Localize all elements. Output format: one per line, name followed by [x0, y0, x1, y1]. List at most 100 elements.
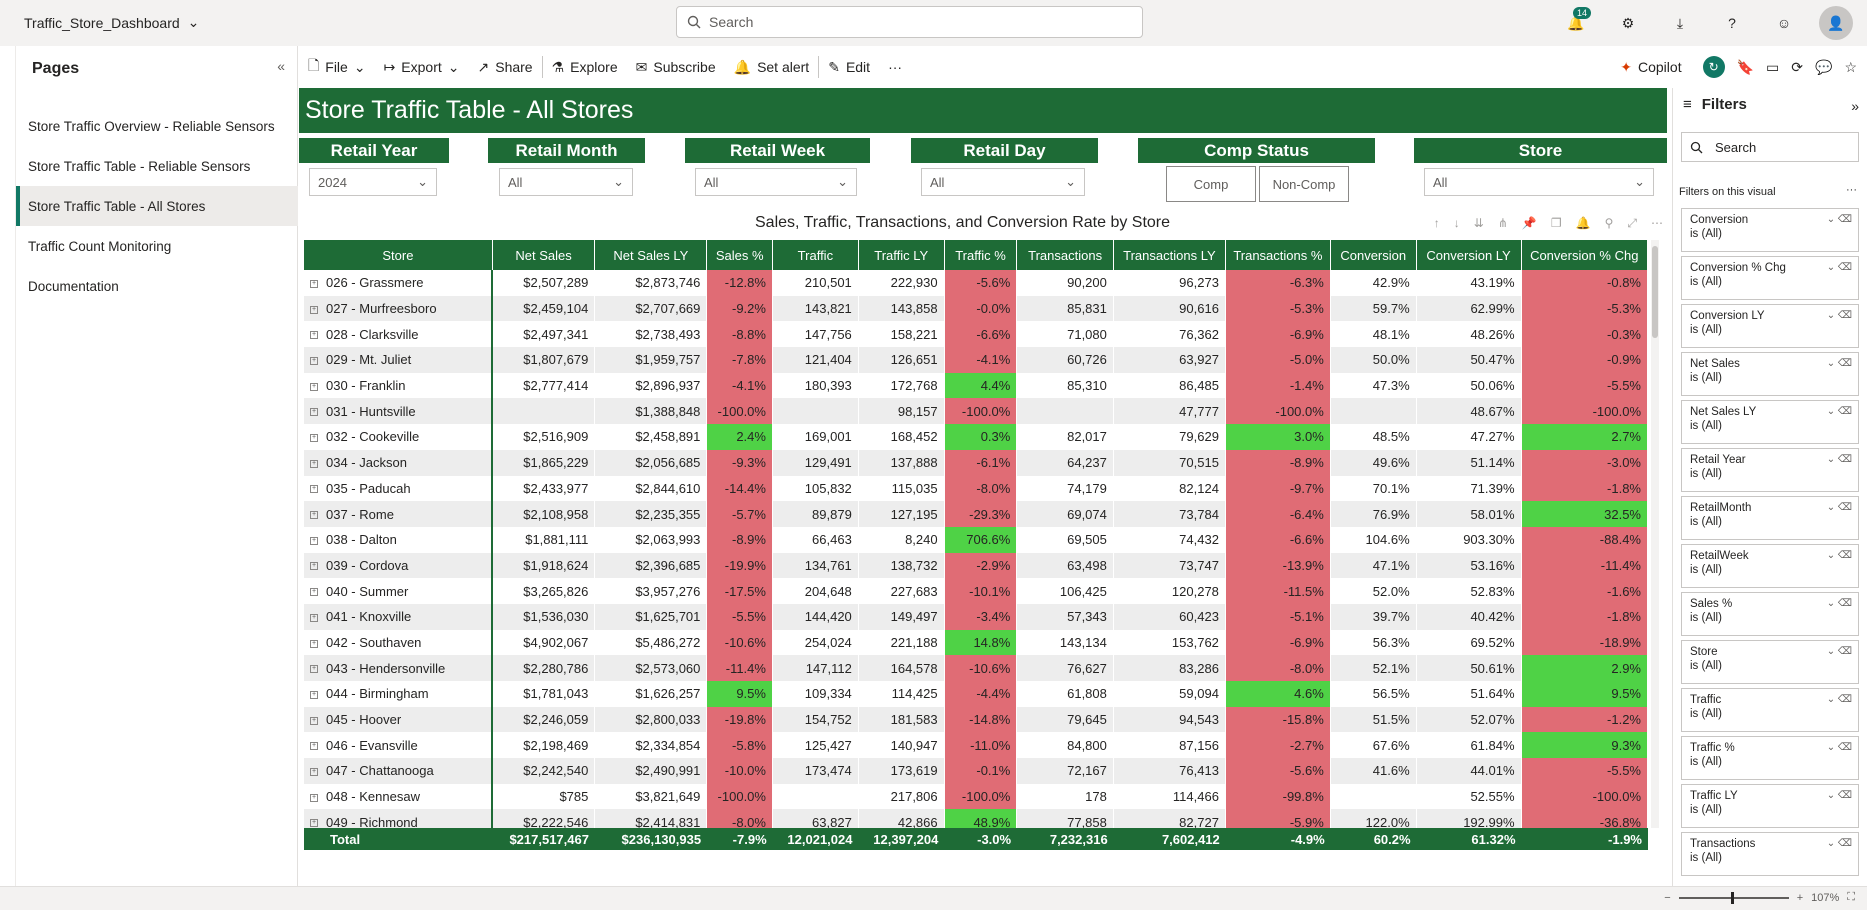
feedback-icon[interactable]: ☺ — [1776, 15, 1792, 31]
table-row[interactable]: +046 - Evansville $2,198,469 $2,334,854 -5.… — [304, 732, 1648, 759]
expand-row-icon[interactable]: + — [310, 639, 318, 648]
filter-card[interactable]: Net Sales is (All) ⌄ ⌫ — [1681, 352, 1859, 396]
filter-card[interactable]: Store is (All) ⌄ ⌫ — [1681, 640, 1859, 684]
expand-row-icon[interactable]: + — [310, 305, 318, 314]
filter-card[interactable]: Retail Year is (All) ⌄ ⌫ — [1681, 448, 1859, 492]
more-options-icon[interactable]: ⋯ — [1651, 216, 1663, 230]
column-header[interactable]: Sales % — [706, 240, 773, 270]
page-item-documentation[interactable]: Documentation — [28, 278, 119, 294]
collapse-pane-icon[interactable]: « — [277, 58, 285, 74]
expand-filter-chevron-icon[interactable]: ⌄ ⌫ — [1826, 262, 1852, 273]
expand-row-icon[interactable]: + — [310, 613, 318, 622]
expand-row-icon[interactable]: + — [310, 536, 318, 545]
expand-row-icon[interactable]: + — [310, 485, 318, 494]
file-menu-button[interactable]: 🗋 File ⌄ — [299, 52, 375, 82]
expand-filter-chevron-icon[interactable]: ⌄ ⌫ — [1826, 214, 1852, 225]
filter-card[interactable]: Net Sales LY is (All) ⌄ ⌫ — [1681, 400, 1859, 444]
table-row[interactable]: +045 - Hoover $2,246,059 $2,800,033 -19.8% 1… — [304, 706, 1648, 733]
column-header[interactable]: Conversion — [1330, 240, 1417, 270]
expand-row-icon[interactable]: + — [310, 690, 318, 699]
expand-filter-chevron-icon[interactable]: ⌄ ⌫ — [1826, 454, 1852, 465]
expand-filter-chevron-icon[interactable]: ⌄ ⌫ — [1826, 694, 1852, 705]
focus-mode-icon[interactable]: ⤢ — [1627, 216, 1637, 230]
retail-year-dropdown[interactable]: 2024 ⌄ — [309, 168, 437, 196]
app-name-menu[interactable]: Traffic_Store_Dashboard ⌄ — [24, 14, 199, 31]
edit-button[interactable]: ✎ Edit — [819, 52, 879, 82]
table-row[interactable]: +030 - Franklin $2,777,414 $2,896,937 -4.1%… — [304, 372, 1648, 399]
expand-row-icon[interactable]: + — [310, 716, 318, 725]
table-row[interactable]: +034 - Jackson $1,865,229 $2,056,685 -9.3% 1… — [304, 449, 1648, 476]
table-row[interactable]: +038 - Dalton $1,881,111 $2,063,993 -8.9% 66… — [304, 526, 1648, 553]
bookmark-icon[interactable]: 🔖 — [1736, 58, 1755, 75]
expand-row-icon[interactable]: + — [310, 742, 318, 751]
table-row[interactable]: +026 - Grassmere $2,507,289 $2,873,746 -12.… — [304, 270, 1648, 296]
expand-row-icon[interactable]: + — [310, 459, 318, 468]
subscribe-button[interactable]: ✉ Subscribe — [627, 52, 725, 82]
column-header[interactable]: Store — [304, 240, 493, 270]
column-header[interactable]: Net Sales LY — [594, 240, 708, 270]
column-header[interactable]: Traffic % — [944, 240, 1018, 270]
more-options-icon[interactable]: ··· — [1846, 184, 1857, 196]
column-header[interactable]: Transactions % — [1225, 240, 1331, 270]
export-menu-button[interactable]: ↦ Export ⌄ — [375, 52, 469, 82]
retail-month-dropdown[interactable]: All ⌄ — [499, 168, 633, 196]
expand-filter-chevron-icon[interactable]: ⌄ ⌫ — [1826, 790, 1852, 801]
table-row[interactable]: +032 - Cookeville $2,516,909 $2,458,891 2.4… — [304, 424, 1648, 450]
notifications-bell-icon[interactable]: 🔔 14 — [1559, 6, 1593, 40]
drill-up-icon[interactable]: ↑ — [1433, 216, 1440, 230]
refresh-icon[interactable]: ⟳ — [1791, 58, 1803, 75]
expand-row-icon[interactable]: + — [310, 665, 318, 674]
expand-all-icon[interactable]: ⇊ — [1473, 216, 1484, 230]
download-icon[interactable]: ⤓ — [1676, 14, 1684, 31]
expand-row-icon[interactable]: + — [310, 562, 318, 571]
filter-card[interactable]: Transactions is (All) ⌄ ⌫ — [1681, 832, 1859, 876]
filter-card[interactable]: Conversion LY is (All) ⌄ ⌫ — [1681, 304, 1859, 348]
explore-button[interactable]: ⚗ Explore — [543, 52, 627, 82]
table-row[interactable]: +040 - Summer $3,265,826 $3,957,276 -17.5% 2… — [304, 578, 1648, 604]
filter-card[interactable]: Traffic is (All) ⌄ ⌫ — [1681, 688, 1859, 732]
table-row[interactable]: +027 - Murfreesboro $2,459,104 $2,707,669-… — [304, 295, 1648, 322]
hierarchy-icon[interactable]: ⋔ — [1497, 216, 1508, 230]
expand-row-icon[interactable]: + — [310, 331, 318, 340]
more-options-button[interactable]: ··· — [888, 59, 903, 75]
filter-card[interactable]: RetailWeek is (All) ⌄ ⌫ — [1681, 544, 1859, 588]
table-scrollbar-thumb[interactable] — [1652, 246, 1658, 338]
table-row[interactable]: +042 - Southaven $4,902,067 $5,486,272 -10.… — [304, 629, 1648, 656]
copilot-button[interactable]: ✦ Copilot — [1611, 52, 1690, 82]
global-search[interactable]: Search — [676, 6, 1143, 38]
settings-gear-icon[interactable]: ⚙ — [1621, 14, 1635, 31]
expand-filter-chevron-icon[interactable]: ⌄ ⌫ — [1826, 310, 1852, 321]
expand-row-icon[interactable]: + — [310, 511, 318, 520]
filter-card[interactable]: RetailMonth is (All) ⌄ ⌫ — [1681, 496, 1859, 540]
expand-filter-chevron-icon[interactable]: ⌄ ⌫ — [1826, 406, 1852, 417]
expand-row-icon[interactable]: + — [310, 434, 318, 443]
table-row[interactable]: +028 - Clarksville $2,497,341 $2,738,493 -8… — [304, 321, 1648, 348]
retail-day-dropdown[interactable]: All ⌄ — [921, 168, 1085, 196]
page-item-overview-reliable[interactable]: Store Traffic Overview - Reliable Sensor… — [28, 118, 275, 134]
table-row[interactable]: +048 - Kennesaw $785 $3,821,649 -100.0% 217,… — [304, 783, 1648, 810]
favorite-star-icon[interactable]: ☆ — [1844, 58, 1857, 75]
comp-button[interactable]: Comp — [1166, 166, 1256, 202]
column-header[interactable]: Transactions LY — [1113, 240, 1226, 270]
expand-row-icon[interactable]: + — [310, 382, 318, 391]
copy-icon[interactable]: ❐ — [1550, 216, 1562, 230]
table-row[interactable]: +043 - Hendersonville $2,280,786 $2,573,06… — [304, 655, 1648, 681]
zoom-out-button[interactable]: − — [1664, 891, 1671, 904]
expand-row-icon[interactable]: + — [310, 588, 318, 597]
table-row[interactable]: +031 - Huntsville $1,388,848 -100.0% 98,157… — [304, 398, 1648, 425]
filter-card[interactable]: Traffic % is (All) ⌄ ⌫ — [1681, 736, 1859, 780]
table-row[interactable]: +041 - Knoxville $1,536,030 $1,625,701 -5.5… — [304, 603, 1648, 630]
view-icon[interactable]: ▭ — [1766, 58, 1780, 75]
page-item-table-reliable[interactable]: Store Traffic Table - Reliable Sensors — [28, 158, 251, 174]
help-icon[interactable]: ? — [1728, 15, 1736, 31]
table-row[interactable]: +035 - Paducah $2,433,977 $2,844,610 -14.4%… — [304, 475, 1648, 502]
column-header[interactable]: Net Sales — [492, 240, 596, 270]
table-row[interactable]: +037 - Rome $2,108,958 $2,235,355 -5.7% 89,8… — [304, 501, 1648, 527]
expand-row-icon[interactable]: + — [310, 793, 318, 802]
expand-row-icon[interactable]: + — [310, 356, 318, 365]
filter-card[interactable]: Traffic LY is (All) ⌄ ⌫ — [1681, 784, 1859, 828]
expand-filter-chevron-icon[interactable]: ⌄ ⌫ — [1826, 838, 1852, 849]
expand-filter-chevron-icon[interactable]: ⌄ ⌫ — [1826, 742, 1852, 753]
filter-card[interactable]: Sales % is (All) ⌄ ⌫ — [1681, 592, 1859, 636]
expand-row-icon[interactable]: + — [310, 408, 318, 417]
